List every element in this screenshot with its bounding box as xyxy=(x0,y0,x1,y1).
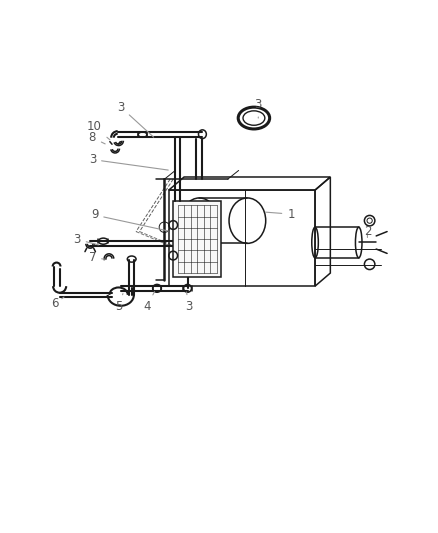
Text: 3: 3 xyxy=(117,101,154,137)
Text: 7: 7 xyxy=(88,251,105,264)
Text: 2: 2 xyxy=(364,225,371,238)
Text: 6: 6 xyxy=(52,297,64,310)
Text: 3: 3 xyxy=(185,292,192,313)
Text: 10: 10 xyxy=(87,120,110,140)
Text: 3: 3 xyxy=(74,233,99,246)
Text: 4: 4 xyxy=(143,292,155,313)
Text: 3: 3 xyxy=(254,99,262,118)
Text: 1: 1 xyxy=(265,208,295,221)
Text: 5: 5 xyxy=(115,294,123,313)
Text: 3: 3 xyxy=(89,153,168,170)
Text: 9: 9 xyxy=(91,208,168,231)
Polygon shape xyxy=(173,201,221,277)
Text: 8: 8 xyxy=(89,131,105,144)
